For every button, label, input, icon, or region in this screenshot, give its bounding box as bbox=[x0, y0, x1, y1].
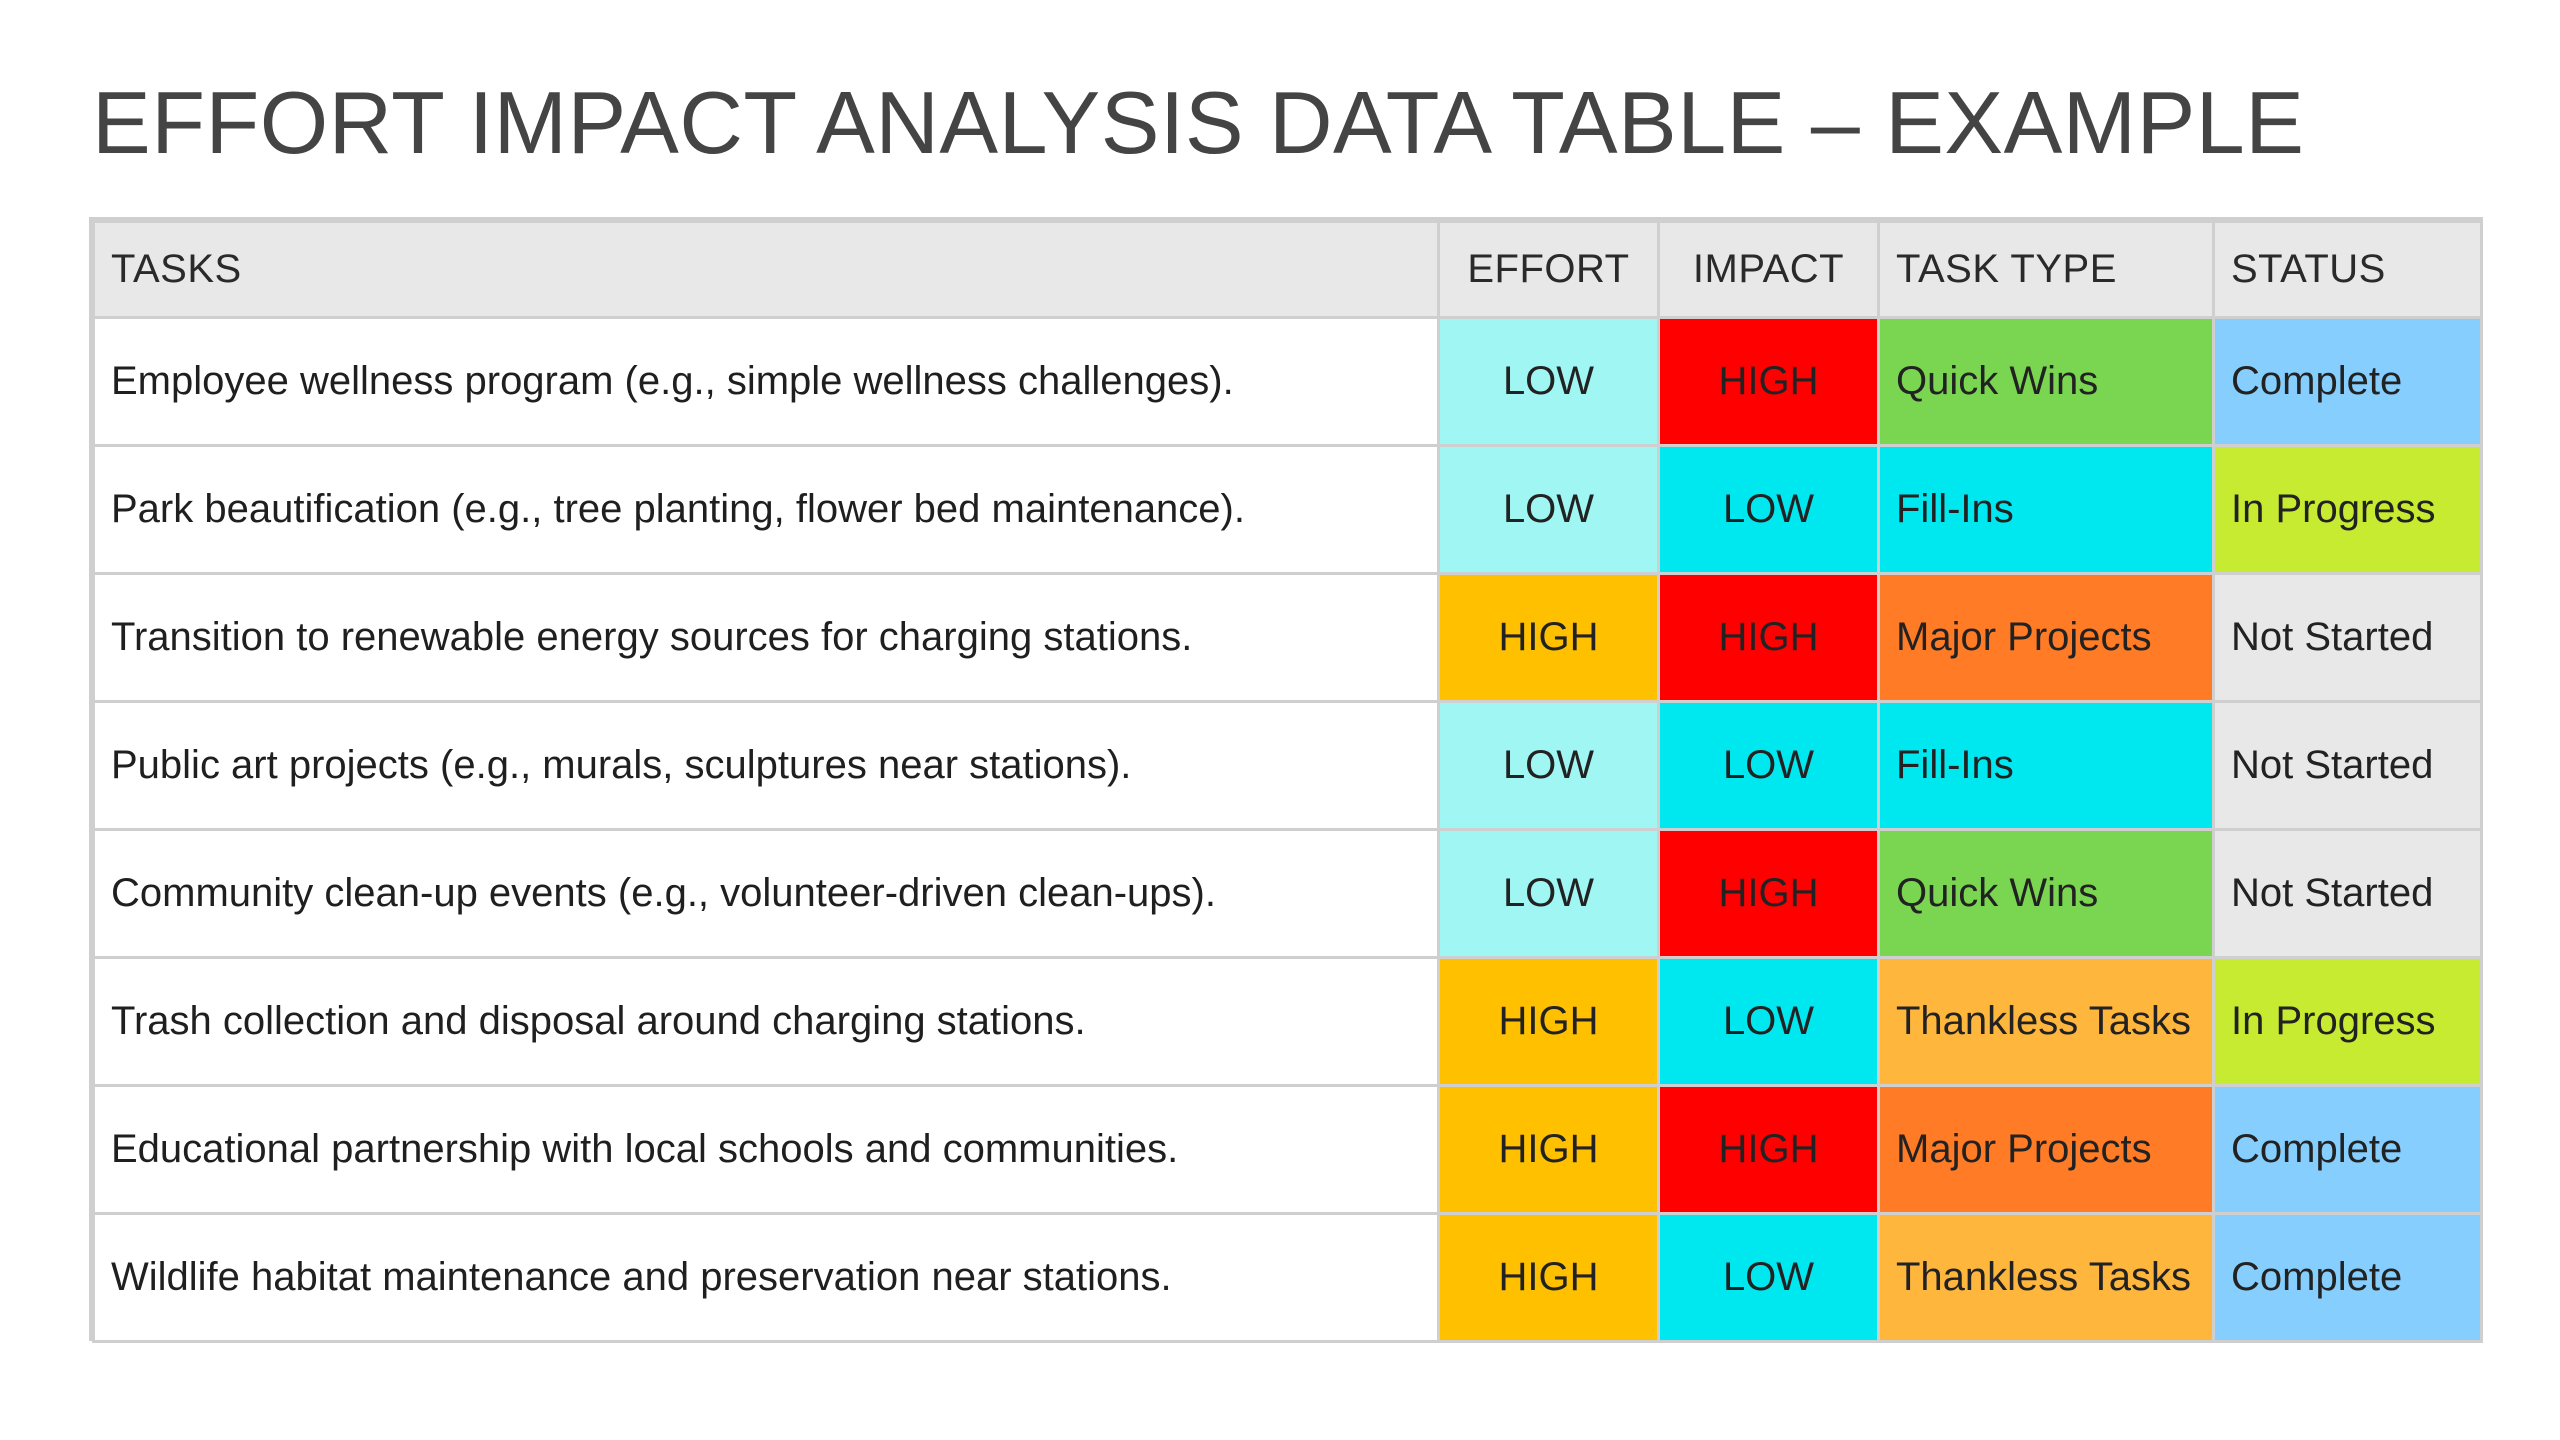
status-cell: In Progress bbox=[2212, 444, 2483, 575]
task-type-cell: Fill-Ins bbox=[1877, 444, 2215, 575]
table-row: Public art projects (e.g., murals, sculp… bbox=[92, 700, 2483, 831]
header-effort: EFFORT bbox=[1437, 220, 1660, 319]
task-cell: Educational partnership with local schoo… bbox=[92, 1084, 1440, 1215]
effort-cell: LOW bbox=[1437, 700, 1660, 831]
table-row: Educational partnership with local schoo… bbox=[92, 1084, 2483, 1215]
status-cell: Not Started bbox=[2212, 700, 2483, 831]
header-task-type: TASK TYPE bbox=[1877, 220, 2215, 319]
status-cell: Complete bbox=[2212, 316, 2483, 447]
header-tasks: TASKS bbox=[92, 220, 1440, 319]
impact-cell: LOW bbox=[1657, 956, 1880, 1087]
table-header-row: TASKS EFFORT IMPACT TASK TYPE STATUS bbox=[92, 220, 2483, 319]
task-type-cell: Major Projects bbox=[1877, 572, 2215, 703]
table-row: Trash collection and disposal around cha… bbox=[92, 956, 2483, 1087]
task-cell: Public art projects (e.g., murals, sculp… bbox=[92, 700, 1440, 831]
task-cell: Employee wellness program (e.g., simple … bbox=[92, 316, 1440, 447]
status-cell: Complete bbox=[2212, 1084, 2483, 1215]
task-cell: Transition to renewable energy sources f… bbox=[92, 572, 1440, 703]
task-type-cell: Thankless Tasks bbox=[1877, 956, 2215, 1087]
effort-cell: HIGH bbox=[1437, 1212, 1660, 1343]
impact-cell: HIGH bbox=[1657, 828, 1880, 959]
table-body: Employee wellness program (e.g., simple … bbox=[92, 316, 2483, 1343]
table-row: Park beautification (e.g., tree planting… bbox=[92, 444, 2483, 575]
status-cell: Not Started bbox=[2212, 828, 2483, 959]
effort-impact-table-container: TASKS EFFORT IMPACT TASK TYPE STATUS Emp… bbox=[89, 217, 2483, 1343]
effort-cell: HIGH bbox=[1437, 956, 1660, 1087]
task-cell: Park beautification (e.g., tree planting… bbox=[92, 444, 1440, 575]
header-impact: IMPACT bbox=[1657, 220, 1880, 319]
task-type-cell: Quick Wins bbox=[1877, 316, 2215, 447]
effort-cell: HIGH bbox=[1437, 572, 1660, 703]
task-cell: Community clean-up events (e.g., volunte… bbox=[92, 828, 1440, 959]
task-cell: Wildlife habitat maintenance and preserv… bbox=[92, 1212, 1440, 1343]
impact-cell: LOW bbox=[1657, 1212, 1880, 1343]
impact-cell: HIGH bbox=[1657, 316, 1880, 447]
impact-cell: LOW bbox=[1657, 700, 1880, 831]
status-cell: Not Started bbox=[2212, 572, 2483, 703]
task-type-cell: Major Projects bbox=[1877, 1084, 2215, 1215]
impact-cell: HIGH bbox=[1657, 572, 1880, 703]
table-row: Employee wellness program (e.g., simple … bbox=[92, 316, 2483, 447]
task-cell: Trash collection and disposal around cha… bbox=[92, 956, 1440, 1087]
task-type-cell: Quick Wins bbox=[1877, 828, 2215, 959]
impact-cell: LOW bbox=[1657, 444, 1880, 575]
table-row: Transition to renewable energy sources f… bbox=[92, 572, 2483, 703]
page-title: EFFORT IMPACT ANALYSIS DATA TABLE – EXAM… bbox=[92, 73, 2305, 172]
table-row: Community clean-up events (e.g., volunte… bbox=[92, 828, 2483, 959]
task-type-cell: Thankless Tasks bbox=[1877, 1212, 2215, 1343]
effort-cell: LOW bbox=[1437, 444, 1660, 575]
effort-cell: HIGH bbox=[1437, 1084, 1660, 1215]
header-status: STATUS bbox=[2212, 220, 2483, 319]
table-row: Wildlife habitat maintenance and preserv… bbox=[92, 1212, 2483, 1343]
effort-cell: LOW bbox=[1437, 316, 1660, 447]
task-type-cell: Fill-Ins bbox=[1877, 700, 2215, 831]
effort-impact-table: TASKS EFFORT IMPACT TASK TYPE STATUS Emp… bbox=[92, 220, 2483, 1343]
status-cell: Complete bbox=[2212, 1212, 2483, 1343]
status-cell: In Progress bbox=[2212, 956, 2483, 1087]
impact-cell: HIGH bbox=[1657, 1084, 1880, 1215]
effort-cell: LOW bbox=[1437, 828, 1660, 959]
